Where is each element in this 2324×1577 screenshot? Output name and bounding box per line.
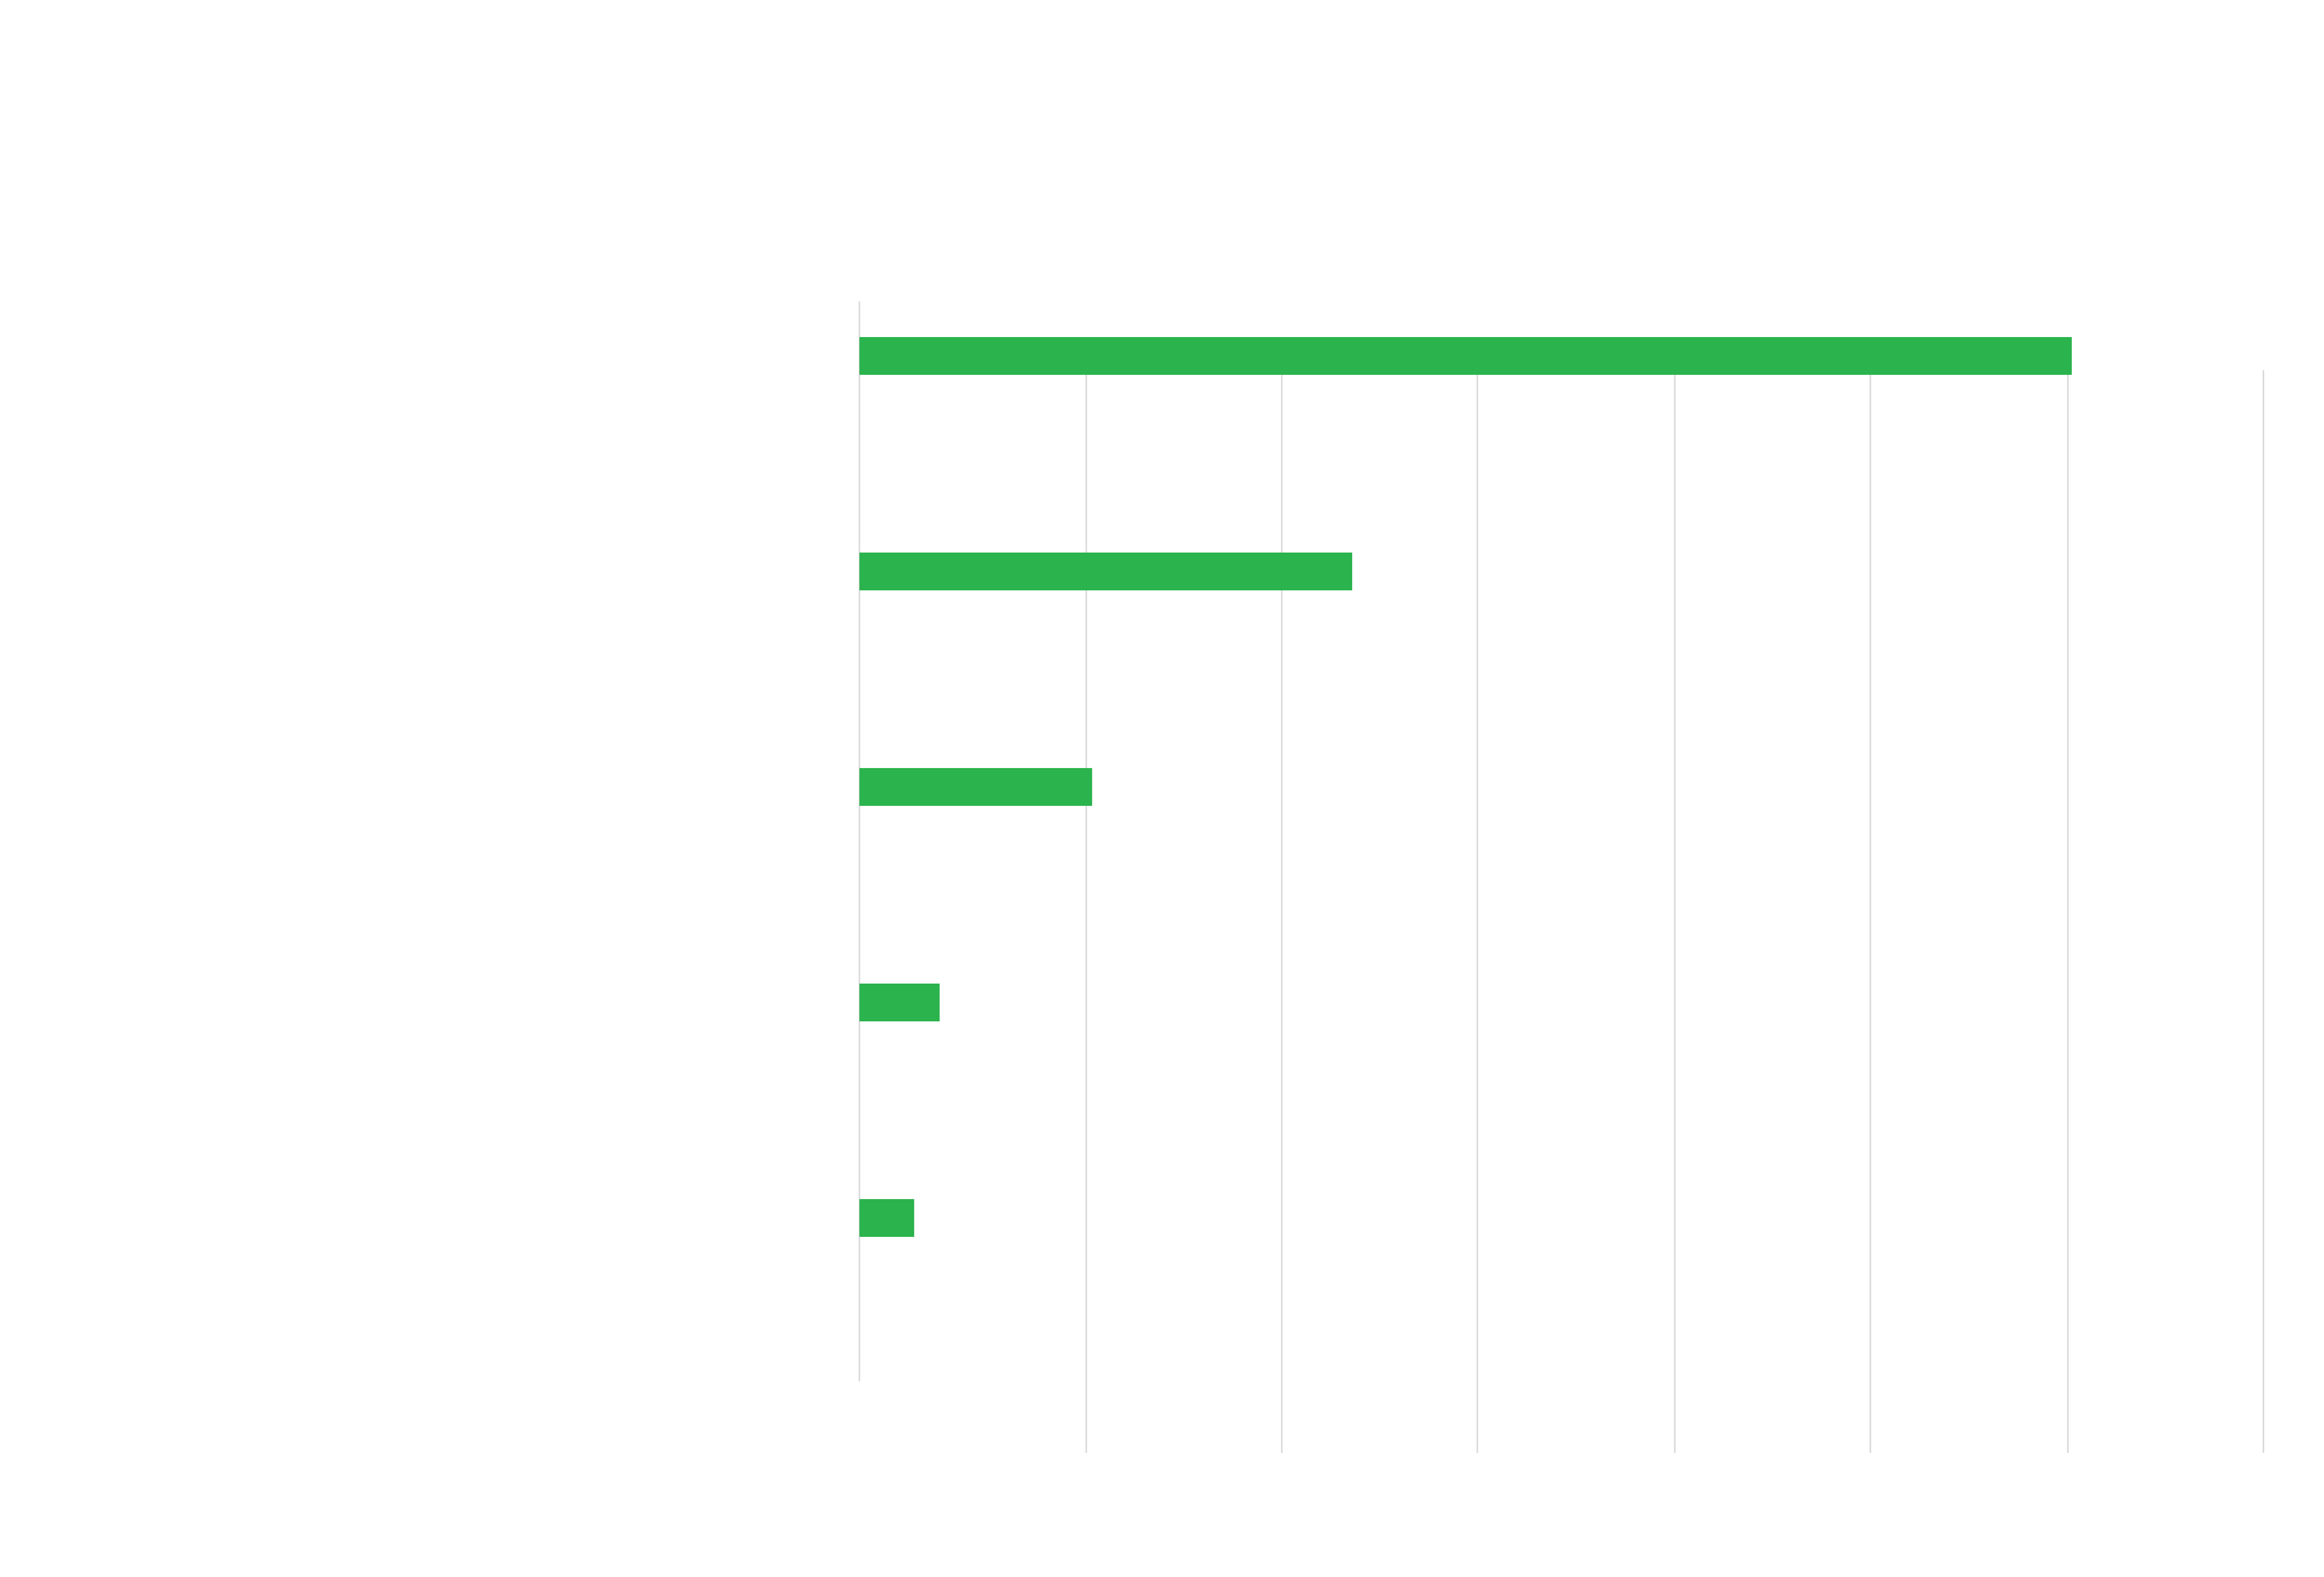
- bar-5: [859, 1199, 915, 1237]
- bars: [859, 337, 2072, 1237]
- bar-3: [859, 768, 1092, 806]
- bar-1: [859, 337, 2072, 375]
- bar-4: [859, 984, 940, 1021]
- gridlines: [858, 301, 2264, 1453]
- bar-2: [859, 553, 1352, 590]
